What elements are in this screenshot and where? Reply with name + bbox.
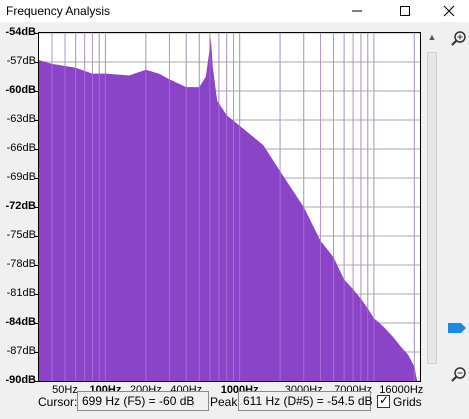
grids-label: Grids: [393, 395, 422, 409]
cursor-label: Cursor:: [38, 395, 78, 409]
y-tick-mark: [34, 62, 38, 63]
x-tick-label: 16000Hz: [379, 384, 424, 396]
y-tick-label: -87dB: [6, 345, 36, 357]
minimize-button[interactable]: [341, 0, 373, 22]
minimize-icon: [352, 10, 362, 12]
grids-checkbox[interactable]: ✓: [377, 393, 390, 408]
y-tick-mark: [34, 265, 38, 266]
y-tick-label: -75dB: [6, 229, 36, 241]
y-tick-label: -90dB: [5, 374, 36, 386]
y-tick-mark: [34, 381, 38, 382]
scroll-up-arrow[interactable]: ▲: [427, 32, 437, 42]
status-bar: Cursor: 699 Hz (F5) = -60 dB Peak: 611 H…: [0, 388, 469, 416]
y-tick-mark: [34, 294, 38, 295]
y-tick-label: -69dB: [6, 171, 36, 183]
y-tick-mark: [34, 33, 38, 34]
y-tick-label: -66dB: [6, 142, 36, 154]
maximize-button[interactable]: [389, 0, 421, 22]
frequency-plot-area: -54dB -57dB -60dB -63dB -66dB -69dB -72dB -75dB…: [0, 22, 469, 419]
y-tick-mark: [34, 323, 38, 324]
zoom-out-button[interactable]: [450, 366, 468, 384]
y-tick-mark: [34, 207, 38, 208]
y-axis: -54dB -57dB -60dB -63dB -66dB -69dB -72dB -75dB…: [0, 26, 38, 386]
y-tick-label: -72dB: [5, 200, 36, 212]
x-tick-label: 50Hz: [52, 384, 78, 396]
zoom-slider-track[interactable]: [427, 52, 437, 364]
maximize-icon: [400, 6, 410, 16]
y-tick-mark: [34, 149, 38, 150]
cursor-readout: 699 Hz (F5) = -60 dB: [77, 391, 209, 411]
peak-label: Peak:: [210, 395, 241, 409]
y-tick-label: -81dB: [6, 287, 36, 299]
y-tick-mark: [34, 236, 38, 237]
zoom-out-icon: [451, 367, 466, 382]
y-tick-label: -78dB: [6, 258, 36, 270]
check-icon: ✓: [379, 393, 390, 407]
close-button[interactable]: [433, 0, 465, 22]
spectrum-area: [39, 37, 418, 381]
y-tick-label: -57dB: [6, 55, 36, 67]
y-tick-label: -84dB: [5, 316, 36, 328]
y-tick-label: -60dB: [5, 84, 36, 96]
close-icon: [443, 5, 455, 17]
zoom-in-icon: [451, 31, 466, 46]
y-tick-label: -54dB: [5, 26, 36, 38]
title-bar: Frequency Analysis: [0, 0, 469, 22]
y-tick-mark: [34, 178, 38, 179]
y-tick-mark: [34, 120, 38, 121]
spectrum-svg: [39, 33, 420, 381]
zoom-slider-thumb[interactable]: [448, 322, 466, 333]
window-title: Frequency Analysis: [6, 4, 111, 18]
peak-readout: 611 Hz (D#5) = -54.5 dB: [238, 391, 373, 411]
zoom-in-button[interactable]: [450, 30, 468, 48]
zoom-controls: ▲: [424, 30, 466, 390]
spectrum-plot[interactable]: [38, 32, 421, 382]
y-tick-mark: [34, 91, 38, 92]
y-tick-label: -63dB: [6, 113, 36, 125]
y-tick-mark: [34, 352, 38, 353]
